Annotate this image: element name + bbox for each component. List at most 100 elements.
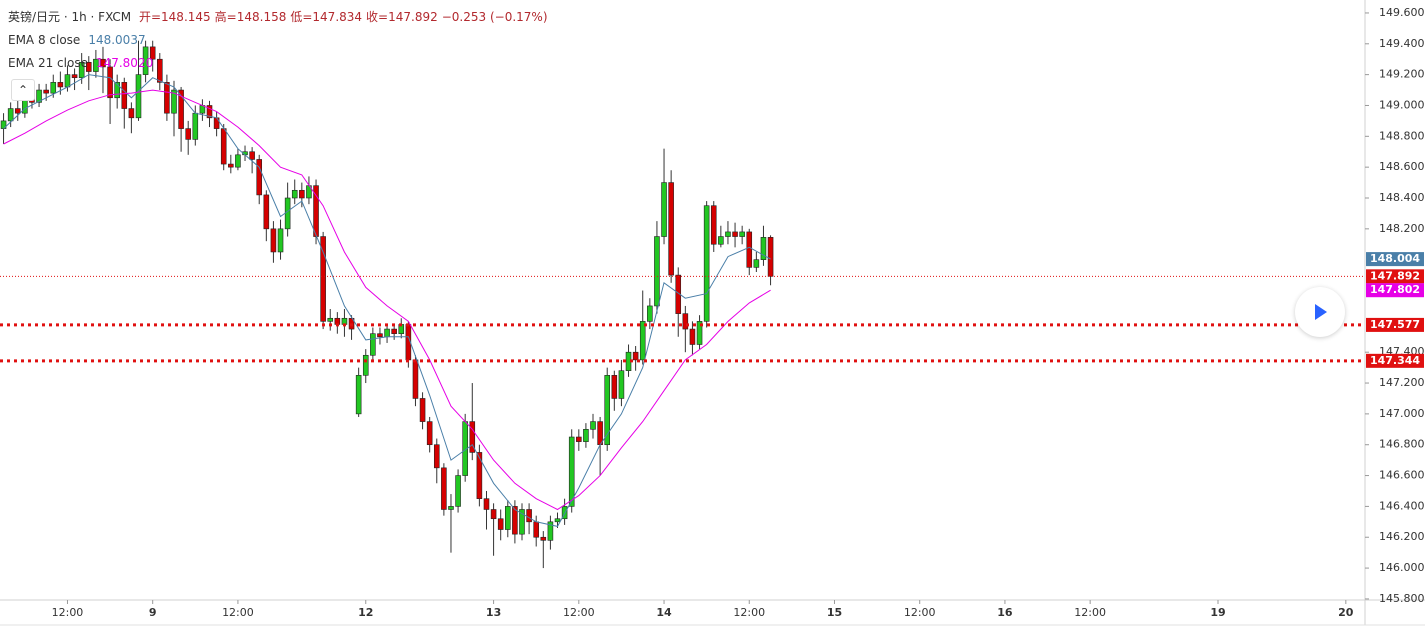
price-label: 147.577 [1370,318,1420,331]
collapse-button[interactable]: ⌃ [11,79,35,101]
x-tick-label: 15 [827,606,842,619]
candle-body [249,151,255,160]
candle-body [128,108,135,119]
candle-body [107,66,113,99]
y-tick-label: 149.600 [1379,6,1425,19]
indicator-row: EMA 8 close 148.0037 [8,29,548,52]
ema-line [3,89,771,511]
x-tick-label: 20 [1338,606,1354,619]
candle-body [469,421,476,453]
candle-body [320,236,326,322]
indicator-label-box [1366,252,1424,267]
x-tick-label: 12:00 [52,606,84,619]
candle-body [505,506,511,530]
x-tick-label: 19 [1210,606,1225,619]
price-label-box [1366,317,1424,332]
ohlc-value: 高=148.158 [214,10,287,24]
candle-body [213,117,220,129]
candle-body [455,475,461,507]
y-tick-label: 149.200 [1379,68,1425,81]
x-tick-label: 9 [149,606,157,619]
y-tick-label: 149.000 [1379,98,1425,111]
price-label: 147.892 [1370,269,1420,282]
candle-body [206,105,213,119]
candle-body [100,58,106,68]
candle-body [7,108,14,122]
x-tick-label: 12:00 [563,606,595,619]
candle-body [362,354,369,376]
play-icon [1315,304,1327,320]
candle-body [433,444,440,469]
candle-body [142,46,149,75]
candle-body [164,82,170,114]
ema-line [3,74,771,527]
candle-body [476,452,483,499]
candle-body [654,236,660,307]
candle-body [85,61,92,72]
ohlc-value: 收=147.892 [366,10,438,24]
candle-body [441,467,447,510]
candle-body [647,305,653,322]
ohlc-value: 低=147.834 [290,10,363,24]
candle-body [14,108,21,114]
y-tick-label: 149.400 [1379,37,1425,50]
candle-body [519,509,525,535]
candle-body [604,375,611,446]
y-tick-label: 146.000 [1379,561,1425,574]
x-tick-label: 16 [997,606,1013,619]
play-button[interactable] [1295,287,1345,337]
candle-body [576,436,582,442]
candle-body [185,128,191,140]
y-tick-label: 146.200 [1379,530,1425,543]
candle-body [718,236,724,245]
candle-body [220,128,227,165]
candle-body [377,333,383,338]
candle-body [590,421,596,430]
candle-body [36,89,42,103]
symbol: 英镑/日元 · 1h · FXCM [8,10,132,24]
candle-body [639,321,646,361]
candle-body [277,228,284,253]
candle-body [93,58,99,72]
x-tick-label: 14 [656,606,672,619]
symbol-row: 英镑/日元 · 1h · FXCM 开=148.145 高=148.158 低=14… [8,6,548,29]
x-tick-label: 12:00 [904,606,936,619]
candle-body [746,231,753,268]
price-label-box [1366,269,1424,284]
price-axis-bg [1365,0,1425,625]
candle-body [448,506,454,510]
candle-body [583,428,589,442]
candle-body [192,112,199,140]
candle-body [284,197,291,230]
candle-body [291,189,298,199]
y-tick-label: 147.000 [1379,407,1425,420]
candle-body [611,375,618,399]
legend: 英镑/日元 · 1h · FXCM 开=148.145 高=148.158 低=14… [8,6,548,75]
candle-body [64,74,71,88]
candle-body [668,182,674,276]
y-tick-label: 148.400 [1379,191,1425,204]
candle-body [490,509,497,520]
candle-body [270,228,277,253]
candle-body [526,509,532,523]
candle-body [121,82,128,109]
candle-body [483,498,490,510]
indicator-name: EMA 8 close [8,33,81,47]
candle-body [71,74,78,79]
y-tick-label: 145.800 [1379,592,1425,605]
ohlc-value: −0.253 (−0.17%) [441,10,548,24]
candle-body [228,163,234,168]
candle-body [760,237,767,260]
indicator-label: 147.802 [1370,283,1420,296]
candle-body [135,74,142,119]
candle-body [0,120,7,129]
candle-body [554,518,561,523]
y-tick-label: 146.400 [1379,499,1425,512]
candle-body [384,328,390,338]
candle-body [313,185,319,237]
y-tick-label: 148.600 [1379,160,1425,173]
candle-body [547,521,554,541]
candle-body [327,317,334,322]
candle-body [419,398,426,422]
candle-body [299,189,305,199]
